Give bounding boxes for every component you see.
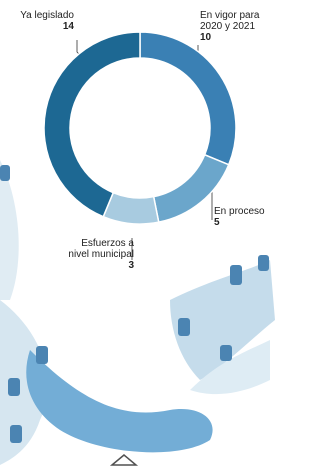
slice-label: nivel municipal (68, 249, 134, 260)
slice-label: En proceso (214, 206, 265, 217)
slice-label: En vigor para (200, 10, 260, 21)
slice-value: 14 (63, 21, 75, 32)
slice-value: 3 (128, 260, 134, 271)
donut-segment (140, 32, 236, 165)
donut-segment (44, 32, 140, 217)
slice-value: 10 (200, 32, 212, 43)
slice-label: Esfuerzos a (81, 238, 134, 249)
slice-label: 2020 y 2021 (200, 21, 255, 32)
slice-value: 5 (214, 217, 220, 228)
slice-label: Ya legislado (20, 10, 74, 21)
